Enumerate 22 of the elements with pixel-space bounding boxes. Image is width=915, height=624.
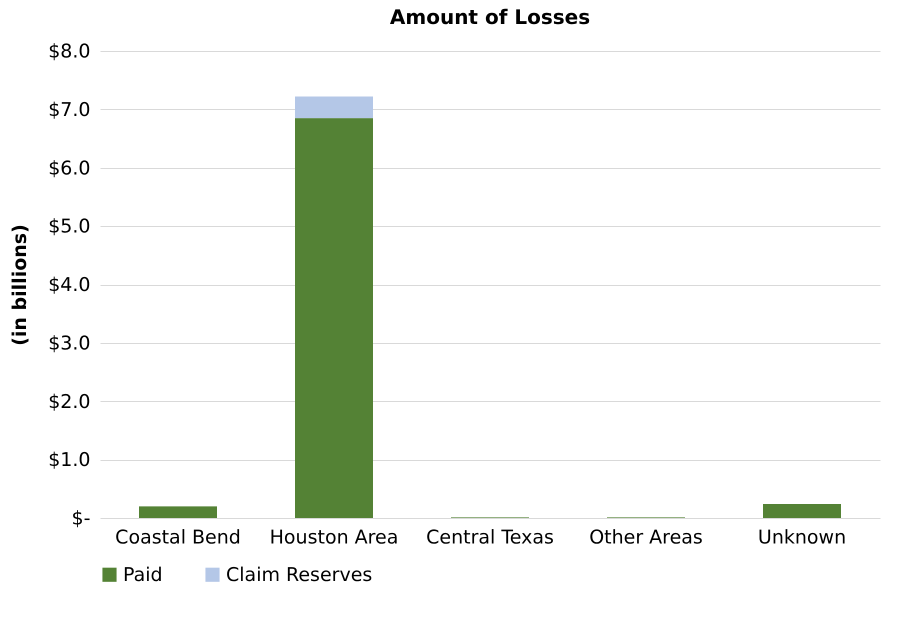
x-tick-label: Houston Area	[270, 526, 398, 548]
bar	[295, 96, 373, 118]
y-axis-title: (in billions)	[9, 224, 32, 346]
y-tick-label: $8.0	[48, 40, 90, 62]
y-tick-label: $1.0	[48, 449, 90, 472]
y-tick-label: $4.0	[48, 274, 90, 296]
legend-label: Paid	[123, 564, 163, 586]
bar	[139, 506, 217, 518]
legend-label: Claim Reserves	[226, 564, 372, 586]
y-tick-label: $7.0	[48, 98, 90, 121]
bar	[763, 504, 841, 518]
x-tick-label: Coastal Bend	[115, 526, 241, 548]
x-tick-label: Unknown	[758, 526, 846, 548]
y-tick-label: $6.0	[48, 157, 90, 180]
x-tick-label: Central Texas	[426, 526, 554, 548]
y-tick-label: $5.0	[48, 216, 90, 238]
chart-title: Amount of Losses	[390, 5, 590, 29]
y-tick-label: $3.0	[48, 332, 90, 354]
y-tick-label: $2.0	[48, 390, 90, 413]
x-tick-label: Other Areas	[589, 526, 703, 548]
y-tick-label: $-	[72, 508, 90, 530]
bar	[295, 118, 373, 518]
